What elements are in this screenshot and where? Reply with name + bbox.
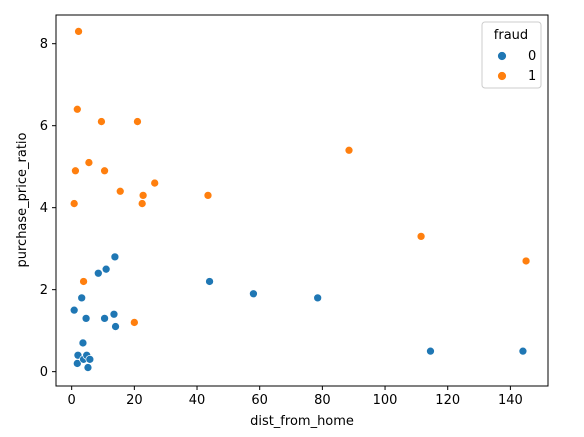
x-tick-label: 140 <box>498 393 523 408</box>
data-point-fraud-0 <box>426 346 435 356</box>
data-point-fraud-1 <box>71 166 80 176</box>
data-points <box>69 27 531 372</box>
data-point-fraud-1 <box>521 256 531 266</box>
legend-box <box>481 21 542 89</box>
data-point-fraud-0 <box>77 293 87 303</box>
data-point-fraud-0 <box>101 264 111 274</box>
y-tick-label: 6 <box>40 119 48 134</box>
data-point-fraud-0 <box>100 314 109 323</box>
x-tick-label: 80 <box>314 393 331 408</box>
y-tick-label: 8 <box>40 37 48 52</box>
data-point-fraud-1 <box>72 104 82 114</box>
data-point-fraud-0 <box>109 309 119 319</box>
data-point-fraud-1 <box>74 27 83 36</box>
data-point-fraud-1 <box>344 145 354 155</box>
data-point-fraud-0 <box>111 322 120 331</box>
legend-marker-0 <box>497 51 507 61</box>
data-point-fraud-0 <box>83 363 93 372</box>
data-point-fraud-1 <box>137 199 147 208</box>
data-point-fraud-1 <box>150 178 160 188</box>
legend-title: fraud <box>494 28 528 43</box>
data-point-fraud-1 <box>203 191 213 200</box>
data-point-fraud-0 <box>313 293 323 303</box>
legend-label-1: 1 <box>528 69 536 84</box>
data-point-fraud-1 <box>69 199 79 208</box>
x-tick-label: 0 <box>68 393 76 408</box>
y-tick-label: 4 <box>40 201 48 216</box>
x-tick-label: 60 <box>251 393 268 408</box>
x-tick-label: 20 <box>126 393 143 408</box>
y-axis-ticks: 0 2 4 6 8 <box>40 37 56 380</box>
data-point-fraud-1 <box>97 117 106 126</box>
data-point-fraud-0 <box>518 346 528 356</box>
data-point-fraud-0 <box>85 355 95 364</box>
y-tick-label: 0 <box>40 365 48 380</box>
legend: fraud 0 1 <box>481 21 542 89</box>
x-tick-label: 120 <box>435 393 460 408</box>
data-point-fraud-1 <box>115 186 125 196</box>
data-point-fraud-0 <box>69 305 79 315</box>
data-point-fraud-0 <box>249 289 258 299</box>
x-axis-label: dist_from_home <box>250 414 354 429</box>
x-tick-label: 40 <box>189 393 206 408</box>
data-point-fraud-1 <box>133 117 142 126</box>
data-point-fraud-1 <box>100 166 109 176</box>
legend-marker-1 <box>497 71 507 81</box>
data-point-fraud-1 <box>79 277 88 286</box>
data-point-fraud-0 <box>110 252 120 262</box>
data-point-fraud-0 <box>78 338 88 348</box>
x-tick-label: 100 <box>373 393 398 408</box>
plot-area <box>55 14 549 387</box>
legend-label-0: 0 <box>528 49 536 64</box>
y-axis-label: purchase_price_ratio <box>15 132 30 267</box>
data-point-fraud-1 <box>138 191 148 200</box>
data-point-fraud-0 <box>205 277 214 286</box>
data-point-fraud-0 <box>93 268 103 278</box>
data-point-fraud-1 <box>416 232 426 241</box>
data-point-fraud-0 <box>81 314 91 323</box>
data-point-fraud-1 <box>129 318 139 327</box>
data-point-fraud-1 <box>84 158 94 167</box>
y-tick-label: 2 <box>40 283 48 298</box>
x-axis-ticks: 0 20 40 60 80 100 120 140 <box>68 386 523 408</box>
